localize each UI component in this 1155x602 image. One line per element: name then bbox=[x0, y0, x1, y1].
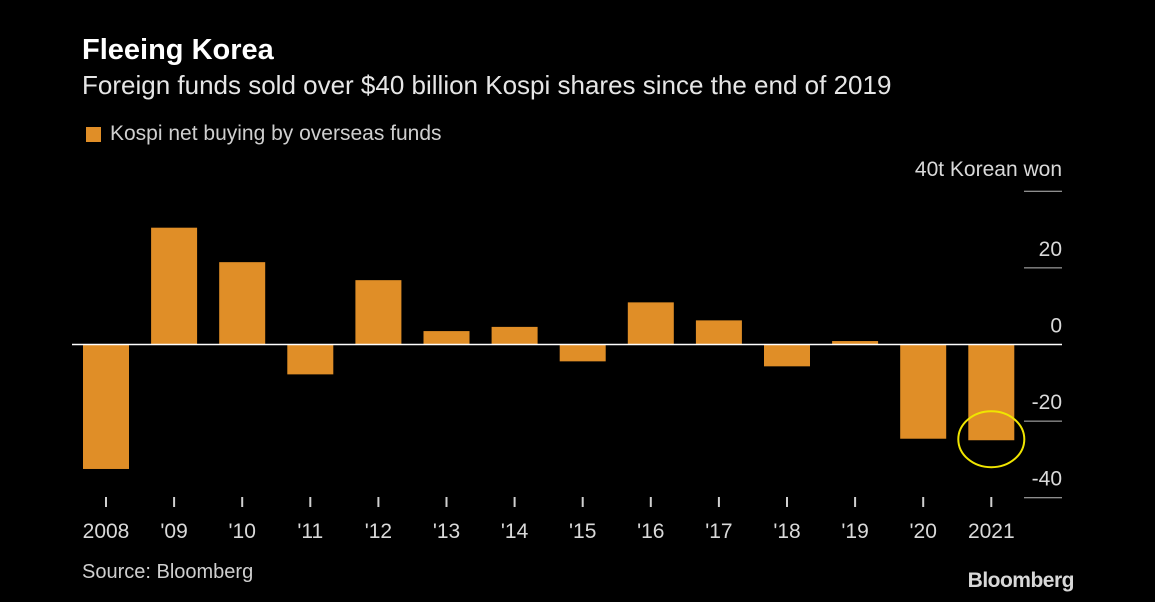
legend-label: Kospi net buying by overseas funds bbox=[110, 122, 442, 145]
chart-title: Fleeing Korea bbox=[82, 34, 274, 66]
x-tick-label: 2008 bbox=[83, 520, 130, 543]
x-tick-label: '12 bbox=[365, 520, 392, 543]
y-axis-unit-label: 40t Korean won bbox=[915, 158, 1062, 181]
x-tick-label: '17 bbox=[705, 520, 732, 543]
x-tick-label: '18 bbox=[773, 520, 800, 543]
bar-12 bbox=[355, 280, 402, 345]
x-tick-label: '19 bbox=[841, 520, 868, 543]
x-tick-label: '09 bbox=[160, 520, 187, 543]
y-tick-label: 20 bbox=[1039, 238, 1062, 261]
x-tick-label: '13 bbox=[433, 520, 460, 543]
x-axis: 2008 '09 '10 '11 '12 '13 '14 '15 '16 '17 '18 '19 '20… bbox=[83, 497, 1015, 543]
bar-17 bbox=[695, 320, 742, 345]
bar-09 bbox=[151, 227, 198, 345]
bar-11 bbox=[287, 344, 334, 375]
legend-swatch bbox=[86, 126, 101, 142]
x-tick-label: '10 bbox=[229, 520, 256, 543]
chart-subtitle: Foreign funds sold over $40 billion Kosp… bbox=[82, 70, 892, 100]
bar-13 bbox=[423, 331, 470, 345]
x-tick-label: '11 bbox=[297, 520, 323, 543]
x-tick-label: 2021 bbox=[968, 520, 1015, 543]
source-note: Source: Bloomberg bbox=[82, 561, 254, 583]
bars-layer bbox=[83, 227, 1015, 469]
x-tick-label: '20 bbox=[910, 520, 937, 543]
x-tick-label: '14 bbox=[501, 520, 529, 543]
legend: Kospi net buying by overseas funds bbox=[86, 122, 442, 146]
bar-18 bbox=[764, 344, 810, 367]
bar-15 bbox=[559, 344, 606, 362]
bloomberg-logo: Bloomberg bbox=[967, 569, 1075, 592]
bar-2021 bbox=[968, 344, 1015, 441]
bar-20 bbox=[900, 344, 947, 439]
y-tick-label: -40 bbox=[1032, 468, 1062, 491]
y-tick-label: -20 bbox=[1032, 391, 1062, 414]
bar-14 bbox=[491, 326, 538, 345]
x-tick-label: '16 bbox=[637, 520, 664, 543]
y-axis: 40t Korean won 20 0 -20 -40 bbox=[915, 158, 1062, 499]
bar-19 bbox=[832, 341, 879, 345]
bar-2008 bbox=[83, 344, 129, 469]
highlight-circle bbox=[957, 410, 1026, 469]
x-tick-label: '15 bbox=[569, 520, 596, 543]
y-tick-label: 0 bbox=[1050, 315, 1062, 338]
bar-16 bbox=[627, 302, 674, 345]
bar-10 bbox=[219, 262, 266, 345]
